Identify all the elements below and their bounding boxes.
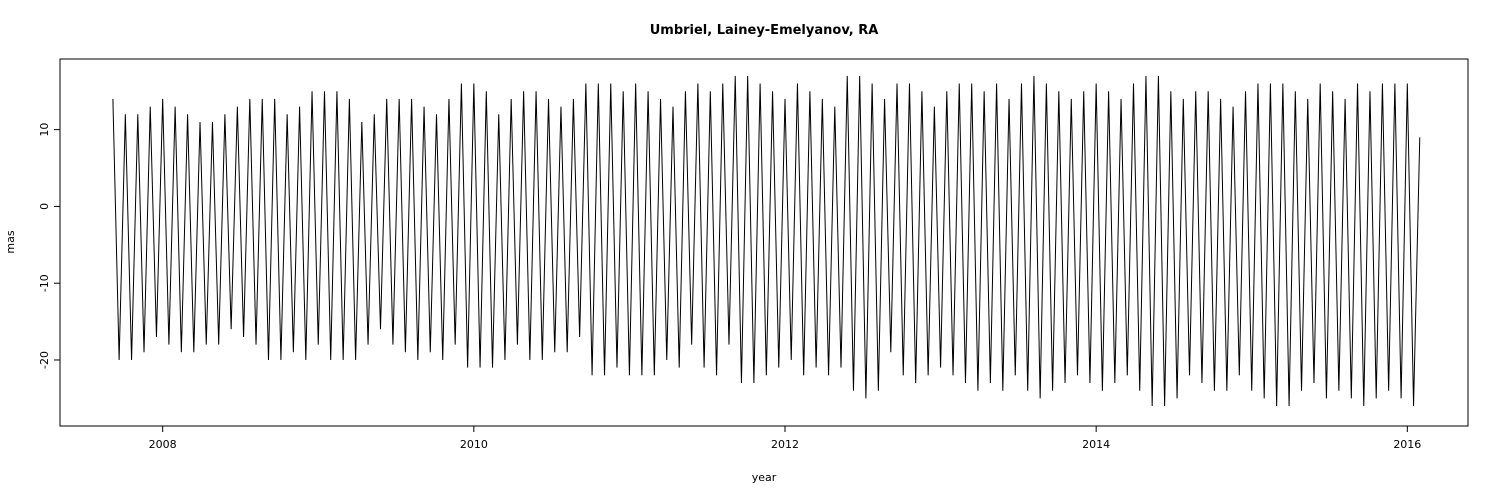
x-tick-label: 2014: [1082, 438, 1110, 451]
plot-frame: [59, 58, 1469, 427]
x-tick-label: 2012: [771, 438, 799, 451]
y-tick-label: 10: [38, 123, 51, 137]
x-tick-label: 2010: [460, 438, 488, 451]
y-tick-label: -10: [38, 274, 51, 292]
x-tick-label: 2008: [149, 438, 177, 451]
data-line: [112, 75, 1421, 407]
chart-title: Umbriel, Lainey-Emelyanov, RA: [650, 23, 879, 38]
y-axis-label: mas: [4, 230, 17, 253]
x-tick-label: 2016: [1393, 438, 1421, 451]
y-tick-label: -20: [38, 351, 51, 369]
x-axis-label: year: [752, 471, 777, 484]
y-tick-label: 0: [38, 203, 51, 210]
